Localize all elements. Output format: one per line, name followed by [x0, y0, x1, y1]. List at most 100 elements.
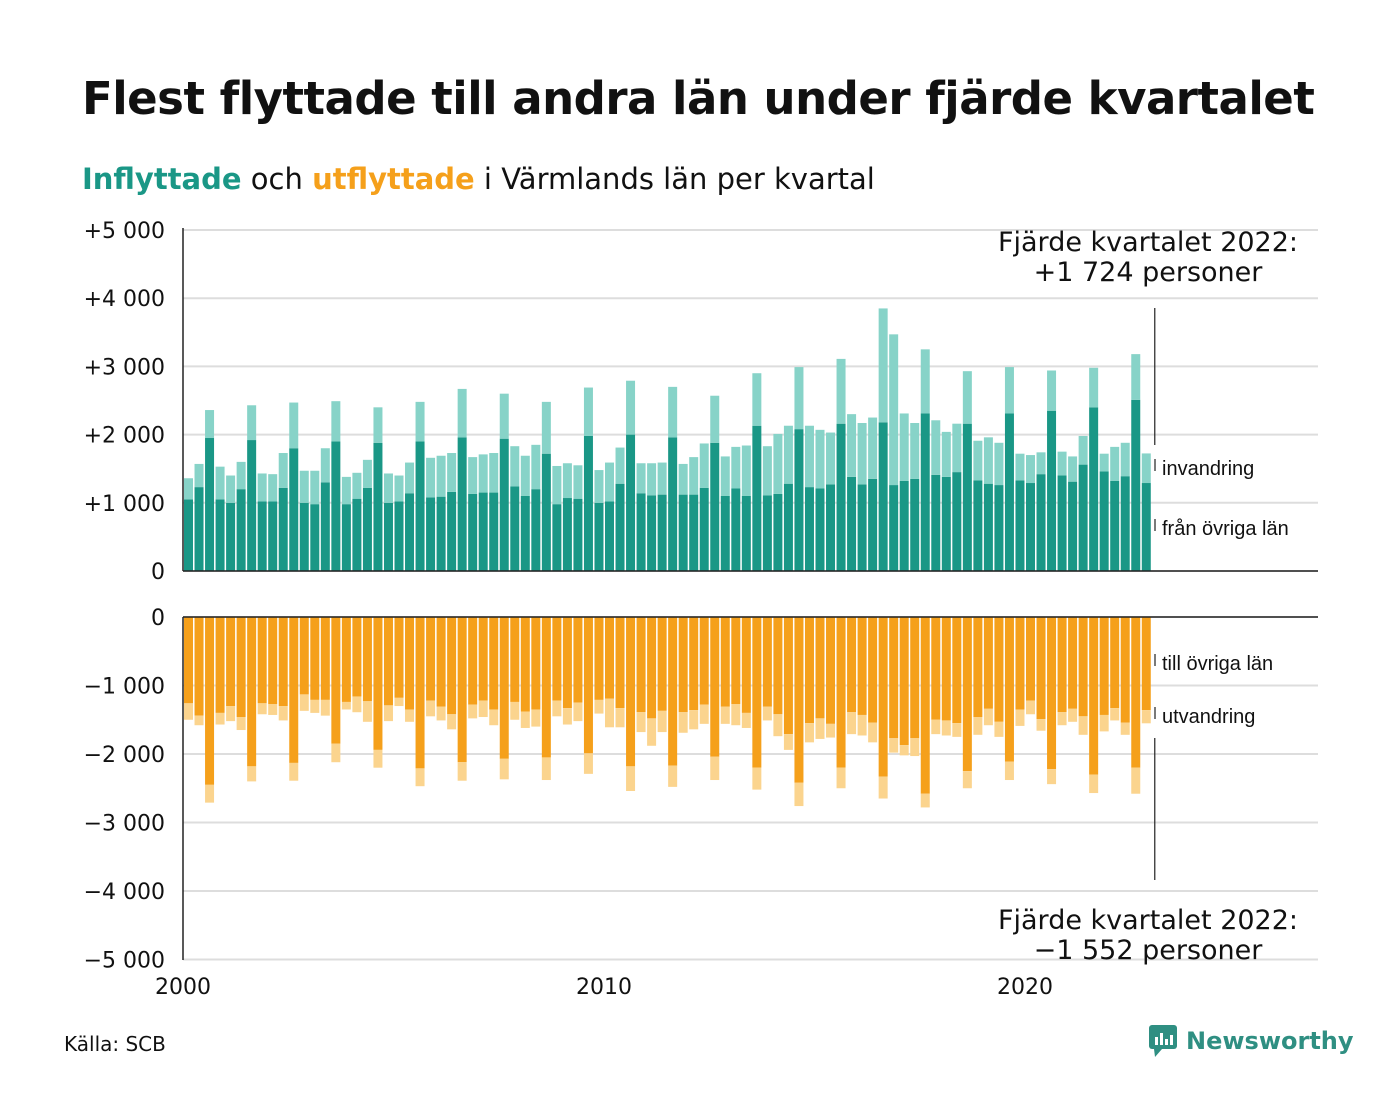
bar-till-ovriga-lan	[983, 617, 993, 709]
bar-fran-ovriga-lan	[310, 504, 320, 571]
bar-invandring	[257, 473, 267, 502]
bar-invandring	[878, 308, 888, 423]
bar-fran-ovriga-lan	[1057, 475, 1067, 571]
bar-till-ovriga-lan	[331, 617, 341, 744]
bar-fran-ovriga-lan	[910, 478, 920, 571]
bar-invandring	[573, 465, 583, 499]
bar-fran-ovriga-lan	[510, 486, 520, 571]
bar-fran-ovriga-lan	[489, 492, 499, 571]
bar-fran-ovriga-lan	[257, 501, 267, 571]
bar-utvandring	[657, 710, 667, 733]
bar-invandring	[1036, 452, 1046, 475]
bar-fran-ovriga-lan	[1047, 410, 1057, 571]
bar-till-ovriga-lan	[1047, 617, 1057, 770]
bar-till-ovriga-lan	[320, 617, 330, 700]
bar-till-ovriga-lan	[626, 617, 636, 767]
bar-utvandring	[1131, 767, 1141, 794]
bar-fran-ovriga-lan	[636, 493, 646, 571]
bar-till-ovriga-lan	[605, 617, 614, 699]
bar-till-ovriga-lan	[341, 617, 351, 702]
bar-fran-ovriga-lan	[804, 487, 814, 571]
bar-fran-ovriga-lan	[710, 442, 720, 571]
bar-invandring	[489, 453, 499, 493]
bar-till-ovriga-lan	[1057, 617, 1067, 713]
bar-fran-ovriga-lan	[383, 502, 393, 571]
bar-till-ovriga-lan	[731, 617, 741, 704]
x-tick-label: 2020	[997, 975, 1053, 1000]
bar-invandring	[731, 446, 741, 489]
bar-till-ovriga-lan	[236, 617, 246, 718]
subtitle-utflyttade: utflyttade	[312, 162, 475, 196]
bar-invandring	[783, 425, 793, 484]
bar-till-ovriga-lan	[1131, 617, 1141, 768]
bar-utvandring	[836, 767, 846, 789]
annotation-bottom-line2: −1 552 personer	[1034, 935, 1264, 966]
bar-utvandring	[1089, 774, 1099, 794]
bar-invandring	[310, 470, 320, 505]
y-tick-label: −1 000	[84, 675, 165, 700]
bar-fran-ovriga-lan	[541, 453, 551, 571]
bar-fran-ovriga-lan	[268, 501, 278, 571]
bar-invandring	[741, 445, 751, 496]
bar-invandring	[426, 457, 436, 498]
bar-fran-ovriga-lan	[689, 494, 699, 571]
y-tick-label: +2 000	[84, 424, 165, 449]
bar-fran-ovriga-lan	[1089, 407, 1099, 571]
bar-till-ovriga-lan	[857, 617, 867, 715]
bar-till-ovriga-lan	[594, 617, 604, 700]
bar-utvandring	[520, 711, 530, 728]
bar-till-ovriga-lan	[804, 617, 814, 724]
bar-invandring	[499, 393, 509, 439]
newsworthy-logo: Newsworthy	[1148, 1024, 1354, 1058]
bar-invandring	[405, 462, 415, 494]
bar-till-ovriga-lan	[310, 617, 320, 700]
bar-utvandring	[889, 738, 899, 753]
bar-till-ovriga-lan	[699, 617, 709, 705]
bar-utvandring	[626, 766, 636, 791]
bar-utvandring	[573, 702, 583, 722]
subtitle-rest: i Värmlands län per kvartal	[474, 162, 875, 196]
bar-invandring	[889, 334, 899, 486]
bar-fran-ovriga-lan	[847, 476, 857, 571]
bar-utvandring	[720, 706, 730, 724]
bar-till-ovriga-lan	[562, 617, 572, 709]
bar-fran-ovriga-lan	[1026, 483, 1035, 571]
bar-invandring	[699, 443, 709, 488]
bar-till-ovriga-lan	[447, 617, 457, 715]
y-tick-label: +4 000	[84, 287, 165, 312]
bar-invandring	[1141, 453, 1151, 484]
bar-invandring	[436, 455, 446, 497]
bar-invandring	[552, 465, 562, 505]
bar-utvandring	[1110, 708, 1120, 721]
bar-invandring	[762, 446, 772, 496]
bar-utvandring	[605, 698, 614, 728]
bar-invandring	[289, 402, 299, 449]
bar-fran-ovriga-lan	[352, 498, 362, 571]
bar-fran-ovriga-lan	[773, 493, 783, 571]
bar-utvandring	[962, 771, 972, 789]
bar-fran-ovriga-lan	[362, 487, 372, 571]
bar-fran-ovriga-lan	[962, 423, 972, 571]
bar-till-ovriga-lan	[941, 617, 951, 721]
bar-utvandring	[1015, 709, 1025, 726]
bar-utvandring	[478, 700, 488, 718]
bar-fran-ovriga-lan	[478, 492, 488, 571]
bar-till-ovriga-lan	[531, 617, 541, 710]
bar-fran-ovriga-lan	[1131, 399, 1141, 571]
bar-invandring	[941, 431, 951, 477]
bar-fran-ovriga-lan	[836, 423, 846, 571]
bar-invandring	[468, 457, 478, 494]
bar-till-ovriga-lan	[931, 617, 941, 720]
annotation-top-line1: Fjärde kvartalet 2022:	[998, 227, 1298, 258]
bar-till-ovriga-lan	[1068, 617, 1078, 709]
bar-fran-ovriga-lan	[678, 494, 688, 571]
bar-till-ovriga-lan	[657, 617, 667, 711]
bar-utvandring	[710, 756, 720, 781]
bar-fran-ovriga-lan	[941, 476, 951, 571]
bar-utvandring	[362, 701, 372, 722]
bar-fran-ovriga-lan	[373, 442, 383, 571]
bar-invandring	[331, 401, 341, 442]
annotation-top-line2: +1 724 personer	[1034, 257, 1264, 288]
bar-fran-ovriga-lan	[826, 484, 836, 571]
y-tick-label: +5 000	[84, 219, 165, 244]
